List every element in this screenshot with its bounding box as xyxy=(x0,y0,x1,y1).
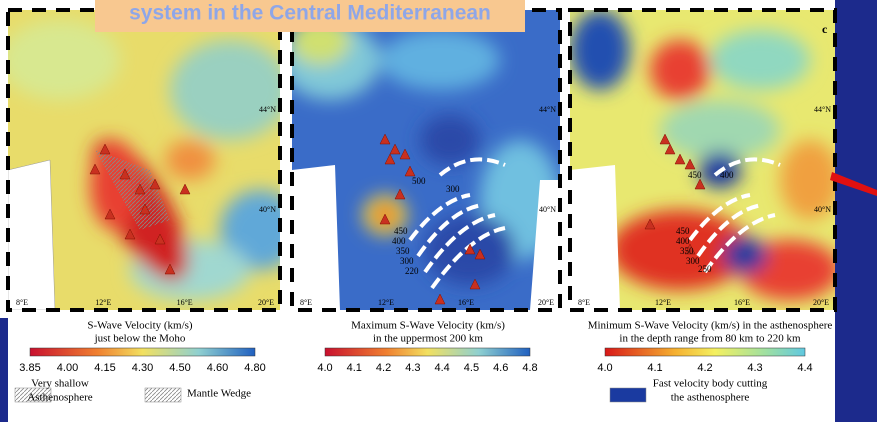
legend-label: the asthenosphere xyxy=(671,392,750,404)
colorbar xyxy=(605,348,805,356)
lon-label: 16°E xyxy=(734,298,750,307)
lon-label: 8°E xyxy=(300,298,312,307)
colorbar-tick-label: 4.6 xyxy=(493,362,508,374)
contour-label: 220 xyxy=(405,266,419,276)
contour-label: 500 xyxy=(412,176,426,186)
lon-label: 20°E xyxy=(258,298,274,307)
colorbar-tick-label: 4.60 xyxy=(207,362,228,374)
side-band xyxy=(835,0,877,422)
colorbar-tick-label: 3.85 xyxy=(19,362,40,374)
colorbar xyxy=(30,348,255,356)
panel-label: c xyxy=(822,22,828,36)
colorbar-tick-label: 4.00 xyxy=(57,362,78,374)
contour-label: 300 xyxy=(400,256,414,266)
colorbar-tick-label: 4.1 xyxy=(647,362,662,374)
colorbar-tick-label: 4.2 xyxy=(697,362,712,374)
legend-label: Mantle Wedge xyxy=(187,388,251,400)
contour-label: 350 xyxy=(396,246,410,256)
caption: in the depth range from 80 km to 220 km xyxy=(619,333,801,345)
lon-label: 12°E xyxy=(378,298,394,307)
colorbar-tick-label: 4.50 xyxy=(169,362,190,374)
lon-label: 16°E xyxy=(458,298,474,307)
lon-label: 8°E xyxy=(578,298,590,307)
colorbar-tick-label: 4.30 xyxy=(132,362,153,374)
colorbar-tick-label: 4.15 xyxy=(94,362,115,374)
contour-label: 450 xyxy=(394,226,408,236)
caption: just below the Moho xyxy=(94,333,186,345)
colorbar-tick-label: 4.0 xyxy=(317,362,332,374)
lat-label: 40°N xyxy=(259,205,276,214)
colorbar-tick-label: 4.2 xyxy=(376,362,391,374)
colorbar-tick-label: 4.0 xyxy=(597,362,612,374)
colorbar-tick-label: 4.4 xyxy=(797,362,812,374)
contour-label: 250 xyxy=(698,264,712,274)
caption: S-Wave Velocity (km/s) xyxy=(87,320,193,332)
lon-label: 12°E xyxy=(95,298,111,307)
colorbar-tick-label: 4.8 xyxy=(522,362,537,374)
contour-label: 450 xyxy=(676,226,690,236)
legend-label: Asthenosphere xyxy=(27,392,92,404)
page: system in the Central Mediterranean c 8°… xyxy=(0,0,877,422)
lon-label: 8°E xyxy=(16,298,28,307)
contour-label: 400 xyxy=(676,236,690,246)
lon-label: 20°E xyxy=(538,298,554,307)
caption: in the uppermost 200 km xyxy=(373,333,483,345)
caption: Maximum S-Wave Velocity (km/s) xyxy=(351,320,505,332)
colorbar-tick-label: 4.80 xyxy=(244,362,265,374)
legend-swatch xyxy=(610,388,646,402)
map-1 xyxy=(0,10,300,310)
contour-label: 400 xyxy=(720,170,734,180)
lat-label: 40°N xyxy=(814,205,831,214)
colorbar-tick-label: 4.4 xyxy=(434,362,449,374)
lat-label: 40°N xyxy=(539,205,556,214)
legend-label: Fast velocity body cutting xyxy=(653,378,768,390)
lat-label: 44°N xyxy=(814,105,831,114)
lon-label: 20°E xyxy=(813,298,829,307)
contour-label: 300 xyxy=(446,184,460,194)
contour-label: 450 xyxy=(688,170,702,180)
title: system in the Central Mediterranean xyxy=(129,2,491,25)
contour-label: 350 xyxy=(680,246,694,256)
legend-swatch xyxy=(145,388,181,402)
side-band xyxy=(0,318,8,422)
colorbar-tick-label: 4.5 xyxy=(464,362,479,374)
caption: Minimum S-Wave Velocity (km/s) in the as… xyxy=(588,320,833,332)
colorbar-tick-label: 4.3 xyxy=(405,362,420,374)
lon-label: 16°E xyxy=(177,298,193,307)
lat-label: 44°N xyxy=(259,105,276,114)
colorbar xyxy=(325,348,530,356)
legend-label: Very shallow xyxy=(31,378,89,390)
lat-label: 44°N xyxy=(539,105,556,114)
colorbar-tick-label: 4.3 xyxy=(747,362,762,374)
slide: system in the Central Mediterranean c 8°… xyxy=(0,0,877,422)
colorbar-tick-label: 4.1 xyxy=(347,362,362,374)
map-2 xyxy=(280,10,560,310)
contour-label: 400 xyxy=(392,236,406,246)
lon-label: 12°E xyxy=(655,298,671,307)
